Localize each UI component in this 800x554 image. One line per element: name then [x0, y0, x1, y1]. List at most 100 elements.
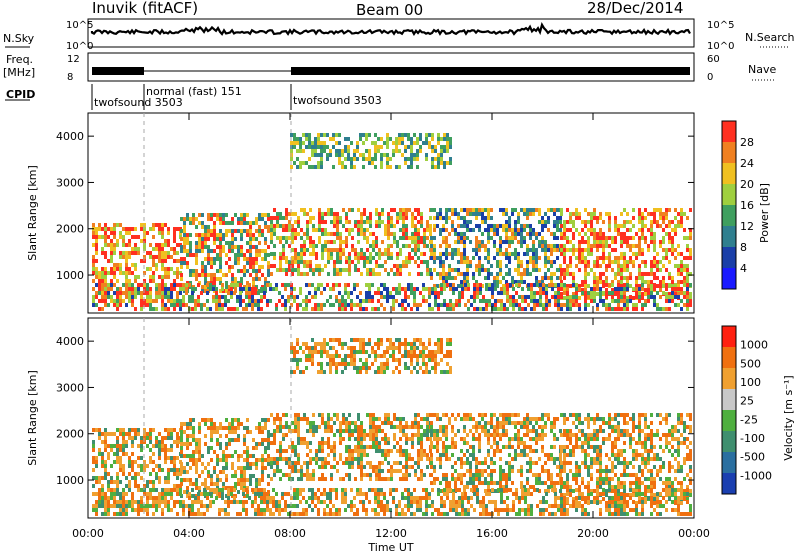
- heatmap-cell: [303, 232, 306, 236]
- heatmap-cell: [557, 295, 560, 299]
- heatmap-cell: [490, 272, 493, 276]
- heatmap-cell: [374, 307, 377, 311]
- heatmap-cell: [423, 433, 426, 437]
- heatmap-cell: [560, 236, 563, 240]
- heatmap-cell: [119, 444, 122, 448]
- heatmap-cell: [529, 465, 532, 469]
- heatmap-cell: [321, 232, 324, 236]
- power-ylabel: Slant Range [km]: [26, 165, 39, 261]
- heatmap-cell: [487, 212, 490, 216]
- heatmap-cell: [282, 268, 285, 272]
- heatmap-cell: [553, 236, 556, 240]
- heatmap-cell: [306, 465, 309, 469]
- heatmap-cell: [279, 256, 282, 260]
- heatmap-cell: [440, 303, 443, 307]
- heatmap-cell: [656, 291, 659, 295]
- heatmap-cell: [101, 251, 104, 255]
- heatmap-cell: [167, 267, 170, 271]
- heatmap-cell: [541, 280, 544, 284]
- heatmap-cell: [369, 212, 372, 216]
- heatmap-cell: [502, 485, 505, 489]
- heatmap-cell: [478, 433, 481, 437]
- heatmap-cell: [401, 299, 404, 303]
- heatmap-cell: [134, 480, 137, 484]
- heatmap-cell: [605, 295, 608, 299]
- heatmap-cell: [384, 449, 387, 453]
- heatmap-cell: [566, 240, 569, 244]
- heatmap-cell: [212, 287, 215, 291]
- heatmap-cell: [92, 468, 95, 472]
- heatmap-cell: [662, 216, 665, 220]
- heatmap-cell: [323, 133, 326, 137]
- heatmap-cell: [285, 461, 288, 465]
- heatmap-cell: [650, 236, 653, 240]
- heatmap-cell: [608, 283, 611, 287]
- heatmap-cell: [279, 441, 282, 445]
- heatmap-cell: [560, 445, 563, 449]
- heatmap-cell: [276, 212, 279, 216]
- heatmap-cell: [207, 462, 210, 466]
- heatmap-cell: [300, 437, 303, 441]
- heatmap-cell: [387, 216, 390, 220]
- heatmap-cell: [638, 252, 641, 256]
- heatmap-cell: [273, 441, 276, 445]
- heatmap-cell: [377, 299, 380, 303]
- heatmap-cell: [680, 252, 683, 256]
- heatmap-cell: [333, 212, 336, 216]
- heatmap-cell: [665, 232, 668, 236]
- heatmap-cell: [231, 277, 234, 281]
- heatmap-cell: [395, 149, 398, 153]
- heatmap-cell: [544, 260, 547, 264]
- heatmap-cell: [125, 279, 128, 283]
- heatmap-cell: [312, 248, 315, 252]
- heatmap-cell: [122, 468, 125, 472]
- heatmap-cell: [161, 251, 164, 255]
- heatmap-cell: [387, 252, 390, 256]
- heatmap-cell: [222, 217, 225, 221]
- cpid-segment-2: normal (fast) 151: [146, 85, 242, 98]
- heatmap-cell: [294, 421, 297, 425]
- heatmap-cell: [482, 307, 485, 311]
- heatmap-cell: [392, 299, 395, 303]
- heatmap-cell: [210, 257, 213, 261]
- heatmap-cell: [584, 268, 587, 272]
- heatmap-cell: [351, 433, 354, 437]
- heatmap-cell: [354, 421, 357, 425]
- heatmap-cell: [152, 484, 155, 488]
- heatmap-cell: [499, 260, 502, 264]
- heatmap-cell: [393, 240, 396, 244]
- heatmap-cell: [572, 299, 575, 303]
- heatmap-cell: [596, 220, 599, 224]
- heatmap-cell: [344, 149, 347, 153]
- heatmap-cell: [357, 429, 360, 433]
- heatmap-cell: [484, 216, 487, 220]
- heatmap-cell: [472, 272, 475, 276]
- heatmap-cell: [436, 284, 439, 288]
- heatmap-cell: [219, 241, 222, 245]
- heatmap-cell: [170, 255, 173, 259]
- heatmap-cell: [402, 220, 405, 224]
- heatmap-cell: [386, 137, 389, 141]
- heatmap-cell: [306, 264, 309, 268]
- heatmap-cell: [535, 256, 538, 260]
- heatmap-cell: [430, 248, 433, 252]
- heatmap-cell: [496, 429, 499, 433]
- freq-panel-frame: [87, 52, 695, 82]
- heatmap-cell: [237, 490, 240, 494]
- heatmap-cell: [457, 413, 460, 417]
- heatmap-cell: [345, 429, 348, 433]
- heatmap-cell: [333, 465, 336, 469]
- heatmap-cell: [538, 473, 541, 477]
- heatmap-cell: [653, 287, 656, 291]
- heatmap-cell: [366, 228, 369, 232]
- heatmap-cell: [398, 165, 401, 169]
- heatmap-cell: [662, 212, 665, 216]
- heatmap-cell: [479, 307, 482, 311]
- heatmap-cell: [95, 259, 98, 263]
- heatmap-cell: [204, 229, 207, 233]
- heatmap-cell: [563, 244, 566, 248]
- heatmap-cell: [686, 272, 689, 276]
- heatmap-cell: [207, 273, 210, 277]
- heatmap-cell: [384, 421, 387, 425]
- heatmap-cell: [357, 457, 360, 461]
